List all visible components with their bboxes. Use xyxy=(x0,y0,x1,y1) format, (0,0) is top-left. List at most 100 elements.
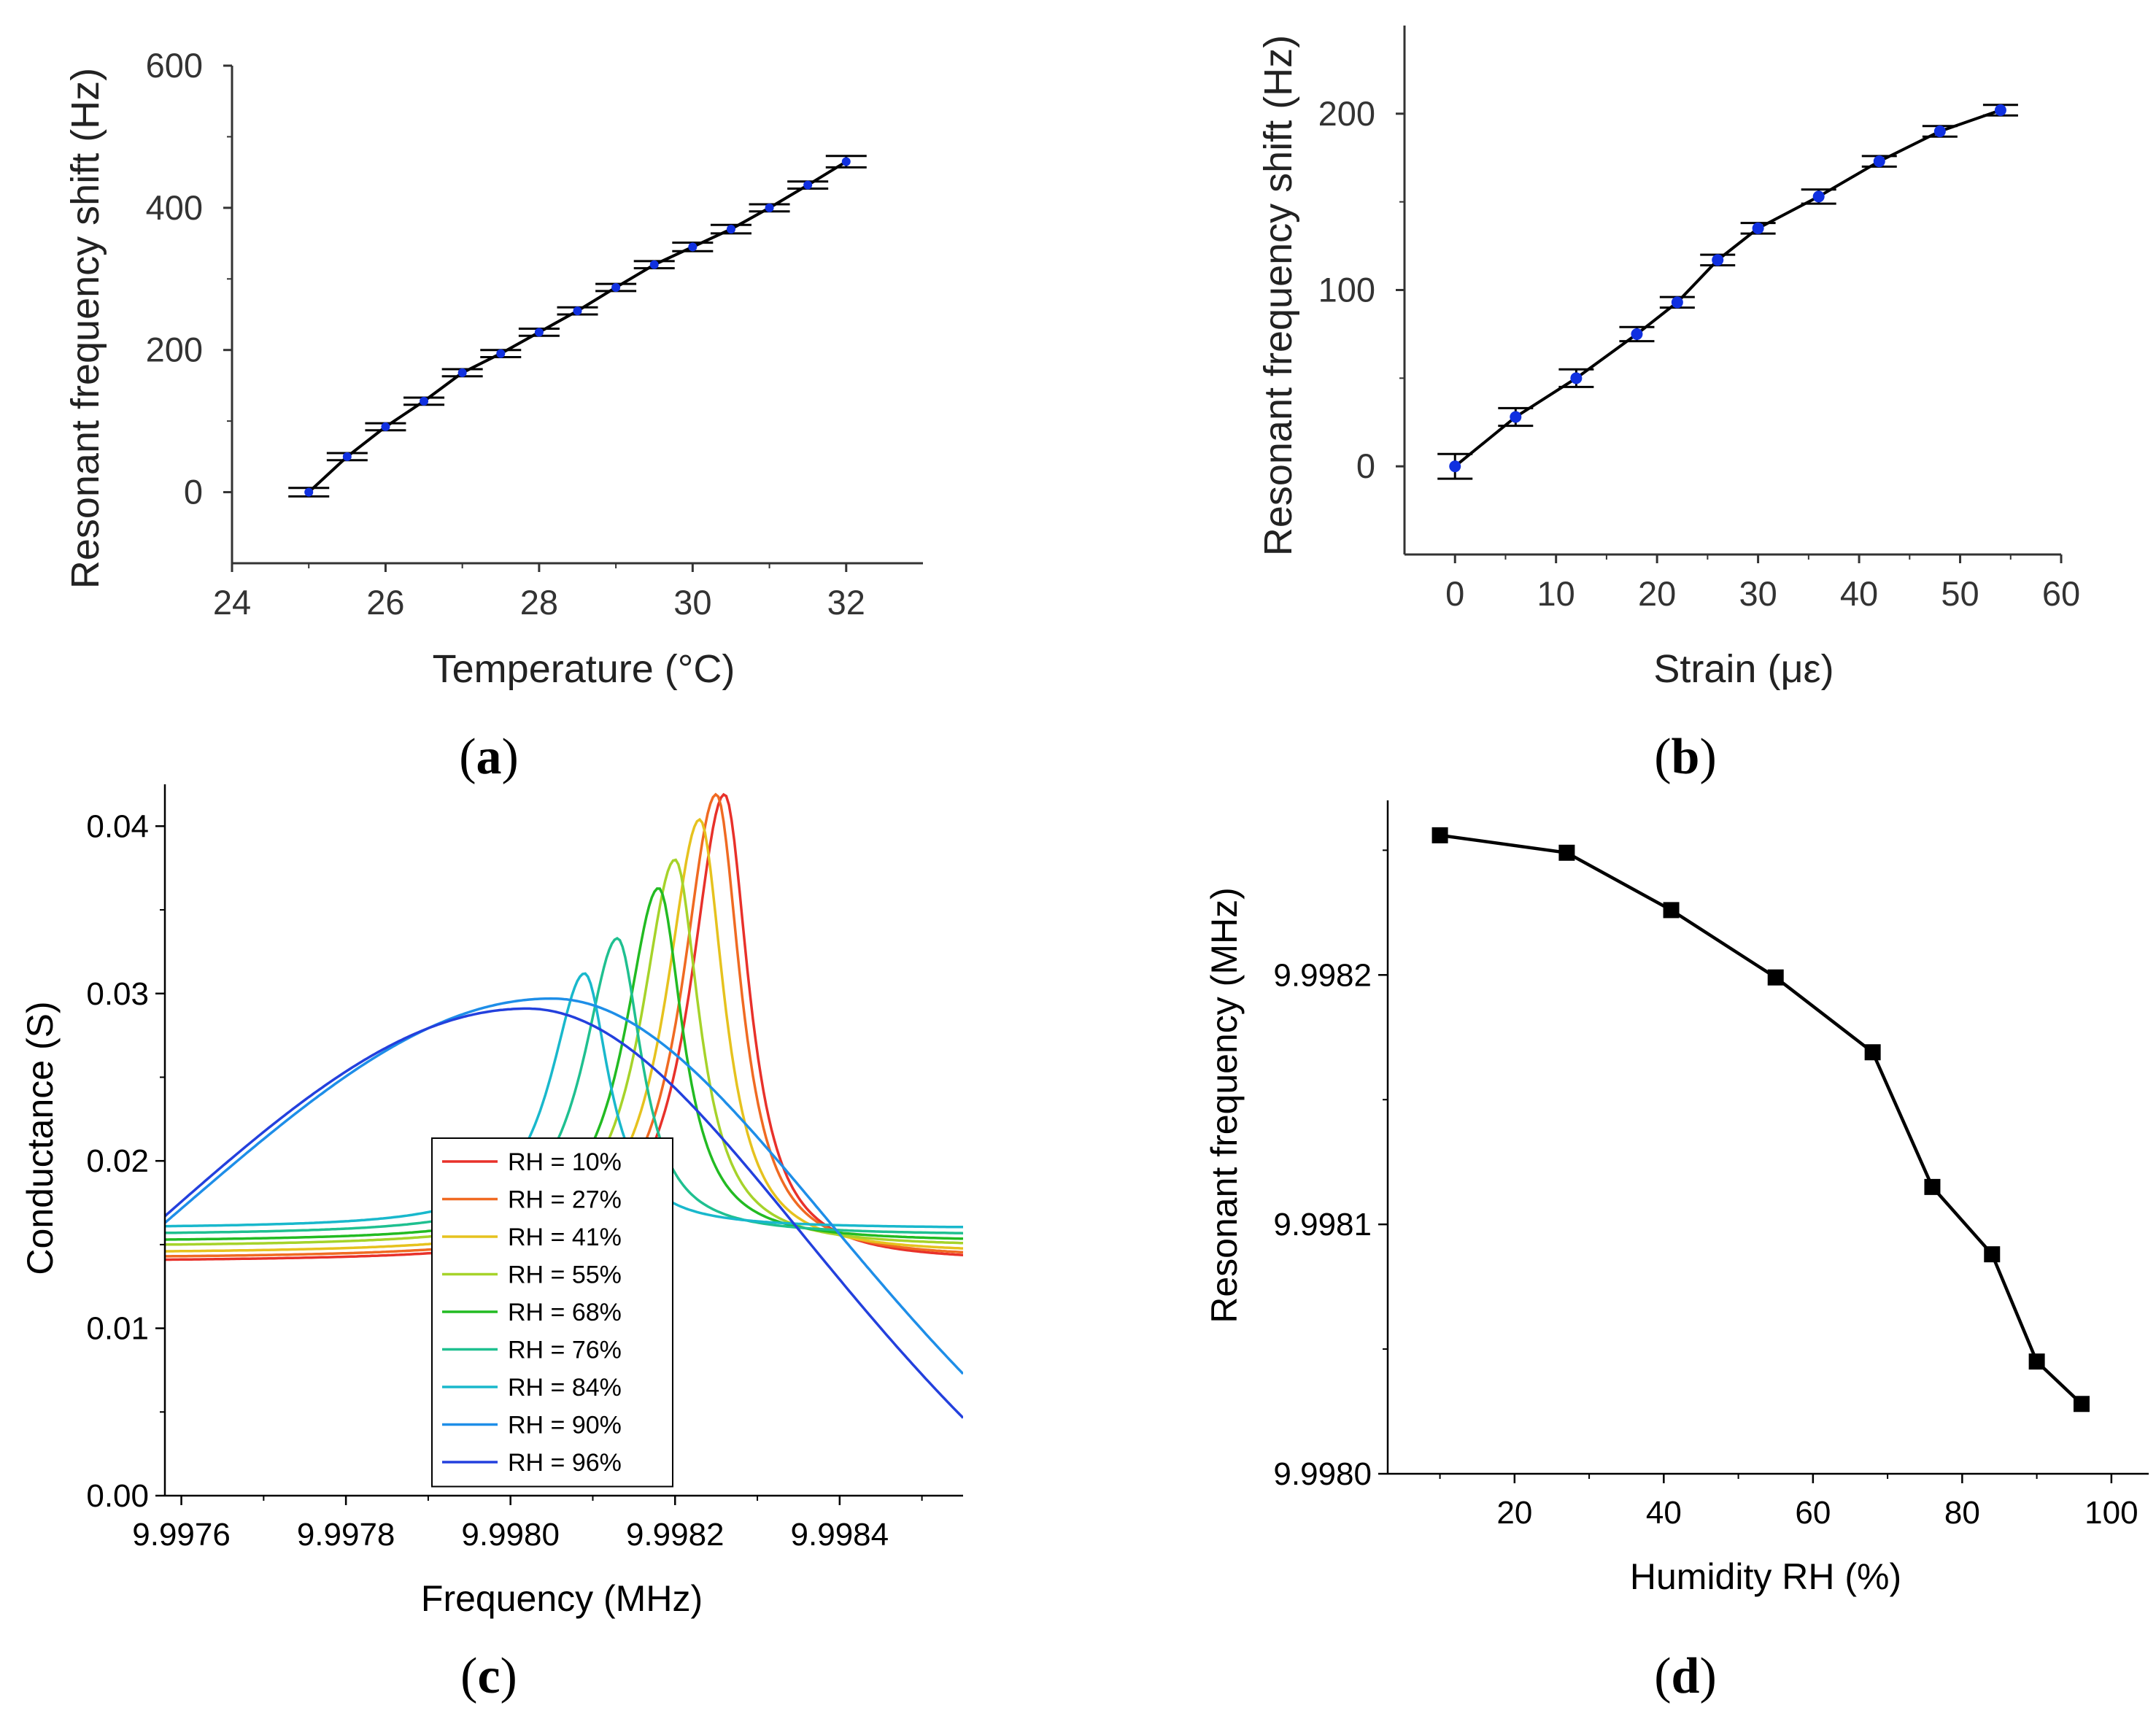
panel-c-x-tick-label: 9.9984 xyxy=(791,1517,889,1553)
panel-b-y-axis-label: Resonant frequency shift (Hz) xyxy=(1256,35,1300,556)
panel-a-x-tick-label: 28 xyxy=(520,583,558,622)
panel-a-marker xyxy=(688,242,698,252)
panel-c-y-tick-label: 0.01 xyxy=(86,1311,149,1347)
panel-a-x-tick-label: 26 xyxy=(366,583,404,622)
panel-a-data-point xyxy=(518,327,560,337)
panel-d-marker xyxy=(1924,1178,1941,1195)
panel-c-label-close: ) xyxy=(501,1648,517,1704)
panel-b-data-point xyxy=(1801,188,1836,205)
panel-a-data-point xyxy=(403,396,445,406)
panel-d-x-axis-label: Humidity RH (%) xyxy=(1630,1556,1901,1597)
panel-b-data-point xyxy=(1558,368,1594,388)
panel-a-chart: 24 26 28 30 32 0 200 400 600 Temperature (°C) Re… xyxy=(63,46,923,691)
panel-a-x-axis-label: Temperature (°C) xyxy=(433,647,735,691)
panel-d-marker xyxy=(1864,1044,1881,1061)
panel-c-legend-entry: RH = 41% xyxy=(442,1224,622,1251)
panel-b-marker xyxy=(1994,104,2006,116)
panel-c-x-tick-label: 9.9982 xyxy=(626,1517,725,1553)
panel-a-data-point xyxy=(326,452,368,462)
panel-c-legend-label: RH = 90% xyxy=(508,1412,622,1439)
panel-a-marker xyxy=(573,306,582,316)
panel-b-y-tick-label: 0 xyxy=(1356,447,1375,485)
panel-c-legend-label: RH = 84% xyxy=(508,1374,622,1402)
panel-b-data-point xyxy=(1922,125,1958,138)
panel-b-marker xyxy=(1712,254,1724,266)
panel-c-tick-labels: 9.9976 9.9978 9.9980 9.9982 9.9984 0.00 0.01 0.… xyxy=(86,808,889,1553)
panel-d-x-tick-label: 20 xyxy=(1496,1495,1532,1531)
panel-c-legend-entry: RH = 10% xyxy=(442,1148,622,1176)
panel-b-x-tick-label: 10 xyxy=(1537,574,1575,613)
panel-c-legend-entry: RH = 55% xyxy=(442,1261,622,1289)
panel-a-data-point xyxy=(633,260,675,270)
panel-b-data-point xyxy=(1982,104,2018,117)
panel-a-label: (a) xyxy=(459,729,519,785)
panel-d-x-tick-label: 80 xyxy=(1944,1495,1980,1531)
panel-a-x-tick-label: 24 xyxy=(213,583,251,622)
panel-d-y-tick-label: 9.9981 xyxy=(1273,1207,1372,1242)
panel-c-letter: c xyxy=(477,1648,500,1704)
panel-a-data-point xyxy=(825,155,867,169)
panel-b-data-point xyxy=(1619,325,1655,343)
panel-a-marker xyxy=(457,368,467,377)
panel-c-series-line xyxy=(165,1007,963,1419)
panel-c-legend-label: RH = 10% xyxy=(508,1148,622,1176)
panel-b-marker xyxy=(1873,155,1885,168)
panel-a-marker xyxy=(841,157,851,166)
panel-c-legend-entry: RH = 84% xyxy=(442,1374,622,1402)
panel-b-chart: 0 10 20 30 40 50 60 0 100 200 Strain (με) Resonan… xyxy=(1256,26,2080,691)
panel-d-label-open: ( xyxy=(1654,1648,1671,1704)
panel-c-series-line xyxy=(165,997,963,1375)
panel-c-legend-label: RH = 27% xyxy=(508,1186,622,1214)
panel-d-marker xyxy=(1663,902,1680,919)
panel-c-y-tick-label: 0.00 xyxy=(86,1478,149,1514)
panel-b-x-tick-label: 50 xyxy=(1941,574,1979,613)
panel-d-marker xyxy=(2073,1396,2090,1412)
panel-c-legend: RH = 10% RH = 27% RH = 41% RH = 55% RH = 68%… xyxy=(431,1137,673,1488)
panel-c-legend-label: RH = 41% xyxy=(508,1224,622,1251)
panel-a-data-point xyxy=(749,203,790,213)
panel-c-legend-entry: RH = 76% xyxy=(442,1337,622,1364)
panel-b-y-tick-label: 200 xyxy=(1318,94,1375,133)
panel-d-chart: 20 40 60 80 100 9.9980 9.9981 9.9982 Humidity R… xyxy=(1204,800,2149,1597)
panel-c-legend-label: RH = 96% xyxy=(508,1449,622,1477)
panel-a-y-tick-label: 0 xyxy=(184,473,203,511)
panel-a-marker xyxy=(496,349,506,358)
panel-d-marker xyxy=(2028,1353,2045,1370)
panel-a-y-tick-label: 600 xyxy=(146,46,203,85)
panel-c-legend-entry: RH = 90% xyxy=(442,1412,622,1439)
panel-b-x-tick-label: 60 xyxy=(2042,574,2080,613)
panel-d-marker xyxy=(1558,844,1575,861)
panel-a-data-point xyxy=(480,349,522,358)
panel-a-y-tick-label: 400 xyxy=(146,188,203,227)
panel-a-tick-labels: 24 26 28 30 32 0 200 400 600 xyxy=(146,46,865,622)
panel-d-x-tick-label: 100 xyxy=(2084,1495,2138,1531)
panel-b-marker xyxy=(1752,222,1764,234)
panel-b-marker xyxy=(1449,460,1461,473)
panel-c-legend-label: RH = 55% xyxy=(508,1261,622,1289)
panel-c-axes xyxy=(155,784,963,1505)
panel-b-marker xyxy=(1631,328,1643,340)
panel-b-data-point xyxy=(1740,222,1776,235)
panel-a-label-open: ( xyxy=(459,729,476,785)
panel-b-x-tick-label: 20 xyxy=(1638,574,1676,613)
panel-a-marker xyxy=(381,422,390,431)
panel-a-data xyxy=(288,155,867,498)
panel-b-label-open: ( xyxy=(1654,729,1671,785)
panel-c-legend-entry: RH = 96% xyxy=(442,1449,622,1477)
panel-a-data-point xyxy=(365,422,406,432)
panel-c-legend-entry: RH = 27% xyxy=(442,1186,622,1214)
panel-a-data-point xyxy=(288,487,330,498)
panel-d-y-axis-label: Resonant frequency (MHz) xyxy=(1204,887,1245,1323)
panel-c-y-tick-label: 0.04 xyxy=(86,808,149,844)
panel-a-y-tick-label: 200 xyxy=(146,331,203,369)
panel-b-marker xyxy=(1812,190,1825,203)
panel-d-y-tick-label: 9.9980 xyxy=(1273,1456,1372,1492)
panel-a-data-point xyxy=(787,180,829,190)
panel-d-y-tick-label: 9.9982 xyxy=(1273,957,1372,993)
panel-b-marker xyxy=(1933,125,1946,137)
panel-b-marker xyxy=(1510,411,1522,423)
panel-d-tick-labels: 20 40 60 80 100 9.9980 9.9981 9.9982 xyxy=(1273,957,2138,1531)
panel-a-marker xyxy=(611,282,621,292)
panel-b-x-tick-label: 0 xyxy=(1445,574,1464,613)
